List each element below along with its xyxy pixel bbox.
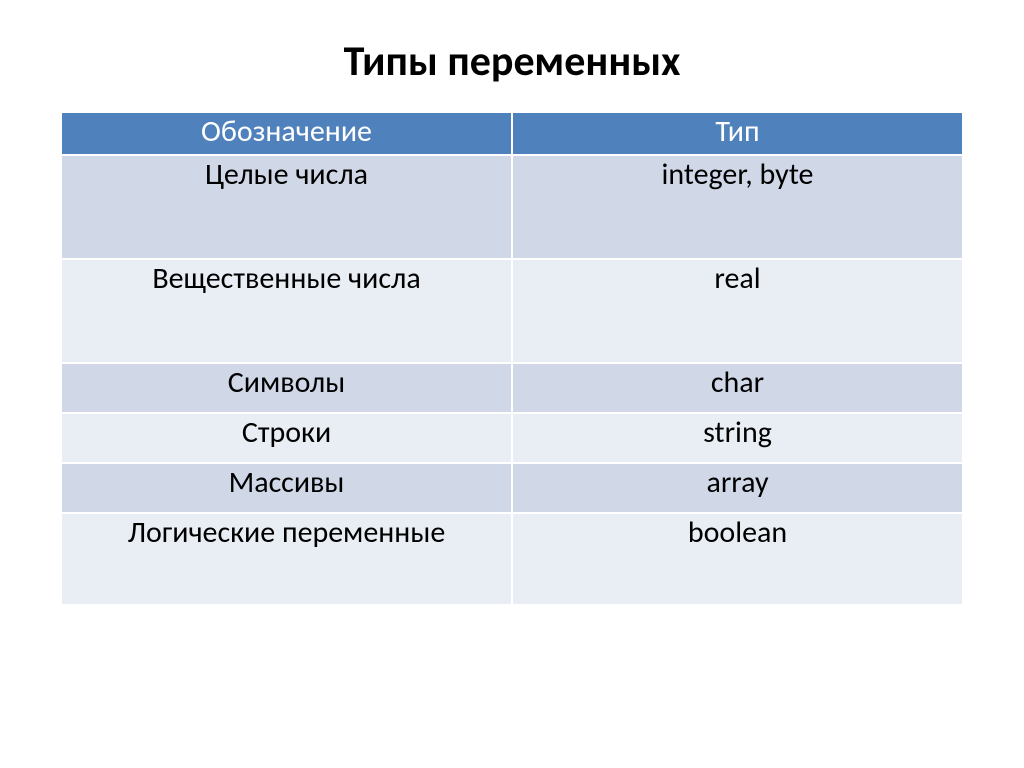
table-container: Обозначение Тип Целые числа integer, byt… bbox=[60, 111, 964, 606]
cell-type: boolean bbox=[512, 513, 963, 605]
table-header-row: Обозначение Тип bbox=[61, 112, 963, 155]
cell-type: char bbox=[512, 363, 963, 413]
cell-label: Вещественные числа bbox=[61, 259, 512, 363]
table-row: Логические переменные boolean bbox=[61, 513, 963, 605]
table-row: Символы char bbox=[61, 363, 963, 413]
cell-label: Строки bbox=[61, 413, 512, 463]
table-row: Целые числа integer, byte bbox=[61, 155, 963, 259]
cell-label: Символы bbox=[61, 363, 512, 413]
table-row: Строки string bbox=[61, 413, 963, 463]
cell-label: Массивы bbox=[61, 463, 512, 513]
table-row: Массивы array bbox=[61, 463, 963, 513]
slide: Типы переменных Обозначение Тип Целые чи… bbox=[0, 0, 1024, 768]
slide-title: Типы переменных bbox=[0, 0, 1024, 111]
variable-types-table: Обозначение Тип Целые числа integer, byt… bbox=[60, 111, 964, 606]
cell-type: integer, byte bbox=[512, 155, 963, 259]
cell-label: Логические переменные bbox=[61, 513, 512, 605]
cell-type: real bbox=[512, 259, 963, 363]
cell-type: array bbox=[512, 463, 963, 513]
table-row: Вещественные числа real bbox=[61, 259, 963, 363]
cell-label: Целые числа bbox=[61, 155, 512, 259]
col-header-designation: Обозначение bbox=[61, 112, 512, 155]
cell-type: string bbox=[512, 413, 963, 463]
col-header-type: Тип bbox=[512, 112, 963, 155]
